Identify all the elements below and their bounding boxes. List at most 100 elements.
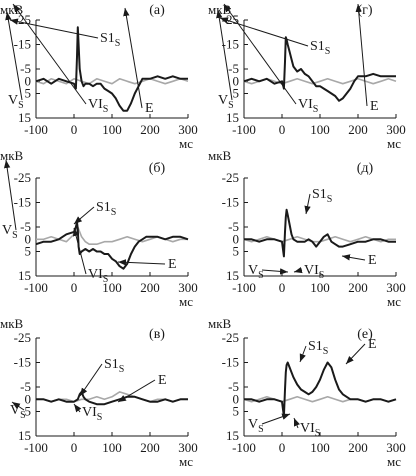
annotation-arrow [355,3,368,107]
x-axis-unit: мс [387,136,401,151]
annotation-arrow [304,193,311,215]
annotation-main: S1 [310,39,325,54]
annotation-main: VI [298,97,313,112]
x-tick-label: 0 [279,122,286,137]
x-tick-label: -100 [24,122,48,137]
y-tick-label: 0 [25,391,32,406]
annotation-label: VIS [300,421,320,439]
y-axis-unit: мкВ [208,148,232,163]
series-line [35,221,189,270]
y-tick-label: 5 [25,244,32,259]
x-tick-label: 100 [310,440,330,455]
series-line [36,226,188,245]
annotation-subscript: S [327,194,333,205]
annotation-subscript: S [323,346,329,357]
annotation-main: VI [304,263,319,278]
annotation-subscript: S [103,104,109,115]
x-tick-label: 200 [348,280,368,295]
y-tick-label: -15 [222,37,239,52]
annotation-main: E [370,99,379,114]
annotation-arrow [293,266,303,274]
annotation-label: S1S [100,31,120,49]
x-tick-label: -100 [24,440,48,455]
annotation-arrow [72,227,87,275]
y-tick-label: -25 [14,330,31,345]
annotation-label: VS [8,93,24,111]
annotation-subscript: S [315,428,321,439]
annotation-arrow [216,9,233,101]
x-tick-label: -100 [232,280,256,295]
annotation-label: E [370,99,379,114]
annotation-main: V [248,263,258,278]
annotation-arrow [5,11,23,101]
annotation-subscript: S [103,274,109,285]
annotation-arrow [223,3,297,105]
series-line [36,390,188,406]
y-tick-label: -5 [20,219,31,234]
y-axis-unit: мкВ [0,2,24,17]
x-tick-label: 100 [310,122,330,137]
annotation-label: VS [248,417,264,435]
panel-label: (г) [357,3,372,18]
annotation-arrow [261,413,291,425]
annotation-arrow [73,403,82,413]
annotation-subscript: S [258,424,264,435]
annotation-arrow [219,17,309,47]
annotation-main: V [218,93,228,108]
annotation-arrow [345,343,366,365]
annotation-subscript: S [119,364,125,375]
annotation-label: S1S [308,339,328,357]
y-tick-label: -15 [222,195,239,210]
y-tick-label: 5 [25,86,32,101]
annotation-arrow [12,3,87,105]
annotation-arrow [299,345,307,363]
annotation-subscript: S [228,100,234,111]
y-tick-label: 5 [233,244,240,259]
y-tick-label: -25 [14,170,31,185]
y-tick-label: -5 [20,379,31,394]
y-tick-label: -5 [228,379,239,394]
annotation-arrow [9,18,99,39]
annotation-label: E [145,101,154,116]
y-tick-label: -5 [20,61,31,76]
annotation-main: VI [88,267,103,282]
x-tick-label: 300 [386,122,406,137]
y-tick-label: -25 [222,330,239,345]
annotation-arrow [293,417,300,429]
x-tick-label: 300 [386,440,406,455]
y-tick-label: -15 [222,355,239,370]
x-tick-label: 200 [140,280,160,295]
annotation-arrow [261,268,289,275]
annotation-label: E [168,257,177,272]
annotation-main: V [10,403,20,418]
x-axis-unit: мс [387,294,401,309]
x-tick-label: 0 [279,280,286,295]
annotation-label: S1S [310,39,330,57]
y-tick-label: 0 [25,231,32,246]
x-tick-label: 300 [178,440,198,455]
y-tick-label: -15 [14,195,31,210]
annotation-main: S1 [308,339,323,354]
annotation-label: S1S [104,357,124,375]
x-tick-label: 300 [178,280,198,295]
y-tick-label: 0 [233,231,240,246]
x-tick-label: 200 [348,122,368,137]
y-tick-label: 5 [25,404,32,419]
y-tick-label: 15 [226,110,239,125]
annotation-label: VIS [88,97,108,115]
series-line [244,208,396,258]
annotation-main: S1 [100,31,115,46]
x-axis-unit: мс [179,136,193,151]
annotation-main: S1 [96,200,111,215]
panel-label: (а) [149,3,165,18]
annotation-subscript: S [313,104,319,115]
annotation-arrow [117,259,166,266]
annotation-main: E [368,337,377,352]
annotation-subscript: S [258,270,264,281]
annotation-main: V [2,223,12,238]
y-tick-label: 15 [226,268,239,283]
